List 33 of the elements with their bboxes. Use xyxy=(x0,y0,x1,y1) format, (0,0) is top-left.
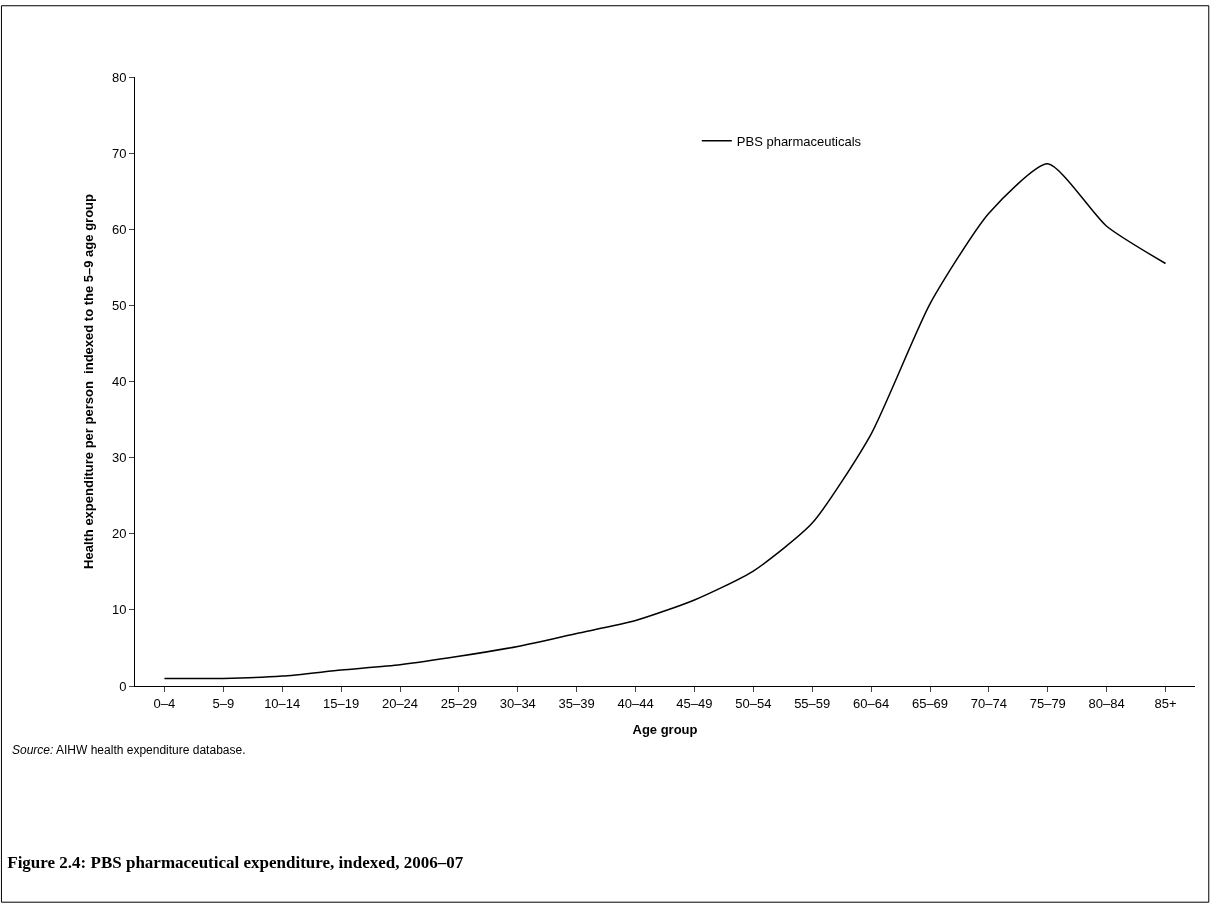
x-tick-label: 65–69 xyxy=(911,695,949,711)
x-tick-label: 55–59 xyxy=(794,695,831,711)
text: Figure 2.4: PBS pharmaceutical expenditure, indexed, 2006–07 xyxy=(7,852,464,872)
x-tick-label: 20–24 xyxy=(381,695,419,711)
y-tick-label: 10 xyxy=(111,602,127,618)
x-tick-label: 30–34 xyxy=(499,695,536,711)
source-note: Source: AIHW health expenditure database. xyxy=(12,743,246,757)
x-tick-label: 45–49 xyxy=(676,695,713,711)
x-axis-title: Age group xyxy=(632,722,698,738)
y-axis-title: Health expenditure per person indexed to the 5–9 age group xyxy=(80,193,96,569)
x-tick-label: 80–84 xyxy=(1088,695,1125,711)
x-tick-label: 10–14 xyxy=(264,695,301,711)
x-tick-label: 60–64 xyxy=(853,695,890,711)
x-tick-label: 75–79 xyxy=(1029,695,1066,711)
y-tick-label: 50 xyxy=(111,297,127,313)
x-tick-label: 25–29 xyxy=(440,695,477,711)
x-tick-label: 50–54 xyxy=(735,695,772,711)
y-tick-label: 30 xyxy=(111,450,127,466)
x-tick-label: 85+ xyxy=(1154,695,1177,711)
y-tick-label: 80 xyxy=(111,69,127,85)
line-series xyxy=(163,163,1167,680)
x-tick-label: 35–39 xyxy=(558,695,595,711)
x-tick-label: 0–4 xyxy=(153,695,176,711)
y-tick-label: 0 xyxy=(119,678,127,694)
x-tick-label: 40–44 xyxy=(617,695,654,711)
x-tick-label: 15–19 xyxy=(323,695,360,711)
legend-label: PBS pharmaceuticals xyxy=(736,133,862,149)
x-tick-label: 5–9 xyxy=(212,695,235,711)
y-tick-label: 40 xyxy=(111,374,127,390)
y-tick-label: 70 xyxy=(111,145,127,161)
y-tick-label: 60 xyxy=(111,221,127,237)
x-tick-label: 70–74 xyxy=(970,695,1007,711)
y-tick-label: 20 xyxy=(111,526,127,542)
